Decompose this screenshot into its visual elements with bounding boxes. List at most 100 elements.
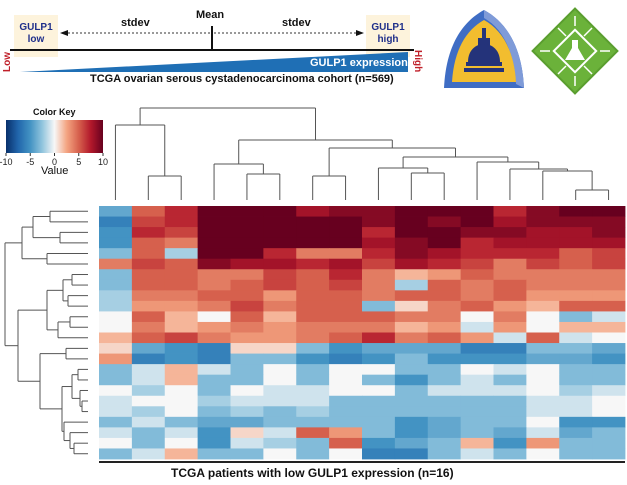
heatmap-cell <box>99 406 133 418</box>
heatmap-cell <box>394 406 429 418</box>
heatmap-cell <box>493 448 527 460</box>
heatmap-cell <box>99 374 133 386</box>
heatmap-cell <box>394 258 429 270</box>
heatmap-cell <box>296 258 330 270</box>
heatmap-cell <box>230 237 264 249</box>
heatmap-cell <box>526 216 560 228</box>
heatmap-cell <box>164 448 199 460</box>
heatmap-cell <box>559 427 593 439</box>
heatmap-cell <box>230 416 264 428</box>
heatmap-cell <box>362 237 396 249</box>
heatmap-cell <box>394 206 429 217</box>
heatmap-cell <box>362 374 396 386</box>
heatmap-cell <box>296 332 330 344</box>
heatmap-cell <box>559 437 593 449</box>
heatmap-cell <box>427 332 462 344</box>
heatmap-cell <box>99 227 133 239</box>
heatmap-cell <box>329 343 363 354</box>
heatmap-cell <box>427 395 462 407</box>
heatmap-cell <box>99 279 133 291</box>
heatmap-cell <box>460 206 494 217</box>
heatmap-cell <box>230 395 264 407</box>
heatmap-cell <box>460 237 494 249</box>
heatmap-cell <box>362 258 396 270</box>
color-key-title: Color Key <box>33 107 76 117</box>
heatmap-cell <box>263 269 297 281</box>
heatmap-cell <box>362 427 396 439</box>
heatmap-cell <box>197 385 231 397</box>
heatmap-cell <box>263 237 297 249</box>
heatmap-cell <box>427 448 462 460</box>
heatmap-cell <box>230 206 264 217</box>
heatmap-cell <box>460 437 494 449</box>
heatmap-cell <box>197 427 231 439</box>
heatmap-cell <box>394 279 429 291</box>
cohort-label: TCGA ovarian serous cystadenocarcinoma c… <box>90 73 394 85</box>
heatmap-cell <box>592 311 626 323</box>
heatmap-cell <box>164 437 199 449</box>
heatmap-cell <box>164 427 199 439</box>
heatmap-cell <box>263 395 297 407</box>
heatmap-cell <box>559 374 593 386</box>
heatmap-cell <box>197 332 231 344</box>
heatmap-cell <box>131 216 166 228</box>
heatmap-cell <box>263 290 297 302</box>
heatmap-cell <box>362 385 396 397</box>
heatmap-cell <box>197 290 231 302</box>
heatmap-cell <box>427 416 462 428</box>
color-key: -10 -5 0 5 10 <box>0 120 108 167</box>
heatmap-cell <box>427 385 462 397</box>
heatmap-cell <box>99 300 133 312</box>
heatmap-cell <box>559 248 593 260</box>
heatmap-cell <box>592 448 626 460</box>
heatmap-cell <box>460 227 494 239</box>
heatmap-cell <box>230 437 264 449</box>
heatmap-cell <box>460 343 494 354</box>
heatmap-cell <box>394 300 429 312</box>
heatmap-cell <box>197 343 231 354</box>
flask-icon <box>565 40 585 60</box>
heatmap-cell <box>427 343 462 354</box>
heatmap-cell <box>296 437 330 449</box>
heatmap-cell <box>362 321 396 333</box>
heatmap-cell <box>362 332 396 344</box>
heatmap-cell <box>592 427 626 439</box>
heatmap-cell <box>460 290 494 302</box>
heatmap-cell <box>230 374 264 386</box>
heatmap-cell <box>131 311 166 323</box>
heatmap-cell <box>362 343 396 354</box>
heatmap-cell <box>99 437 133 449</box>
heatmap-cell <box>296 206 330 217</box>
heatmap-xlabel: TCGA patients with low GULP1 expression … <box>171 466 454 480</box>
heatmap-cell <box>230 258 264 270</box>
heatmap-cell <box>263 206 297 217</box>
heatmap-cell <box>592 237 626 249</box>
heatmap-cell <box>559 237 593 249</box>
heatmap-cell <box>164 269 199 281</box>
heatmap-cell <box>230 279 264 291</box>
color-key-tick-label: 5 <box>76 157 81 167</box>
heatmap-cell <box>592 353 626 365</box>
heatmap-cell <box>131 279 166 291</box>
heatmap-cell <box>362 448 396 460</box>
heatmap-cell <box>592 279 626 291</box>
heatmap-cell <box>197 406 231 418</box>
heatmap-cell <box>230 216 264 228</box>
color-key-tick-label: -5 <box>26 157 34 167</box>
heatmap-cell <box>197 269 231 281</box>
heatmap-cell <box>460 427 494 439</box>
heatmap-cell <box>460 269 494 281</box>
heatmap-cell <box>592 269 626 281</box>
heatmap-cell <box>559 227 593 239</box>
heatmap-cell <box>164 395 199 407</box>
heatmap-cell <box>362 364 396 376</box>
heatmap-cell <box>394 385 429 397</box>
expression-gradient-wedge <box>20 52 408 72</box>
heatmap-cell <box>526 395 560 407</box>
heatmap-cell <box>493 237 527 249</box>
heatmap-cell <box>427 364 462 376</box>
heatmap-cell <box>526 206 560 217</box>
heatmap-cell <box>263 311 297 323</box>
heatmap-cell <box>296 406 330 418</box>
heatmap-cell <box>296 448 330 460</box>
